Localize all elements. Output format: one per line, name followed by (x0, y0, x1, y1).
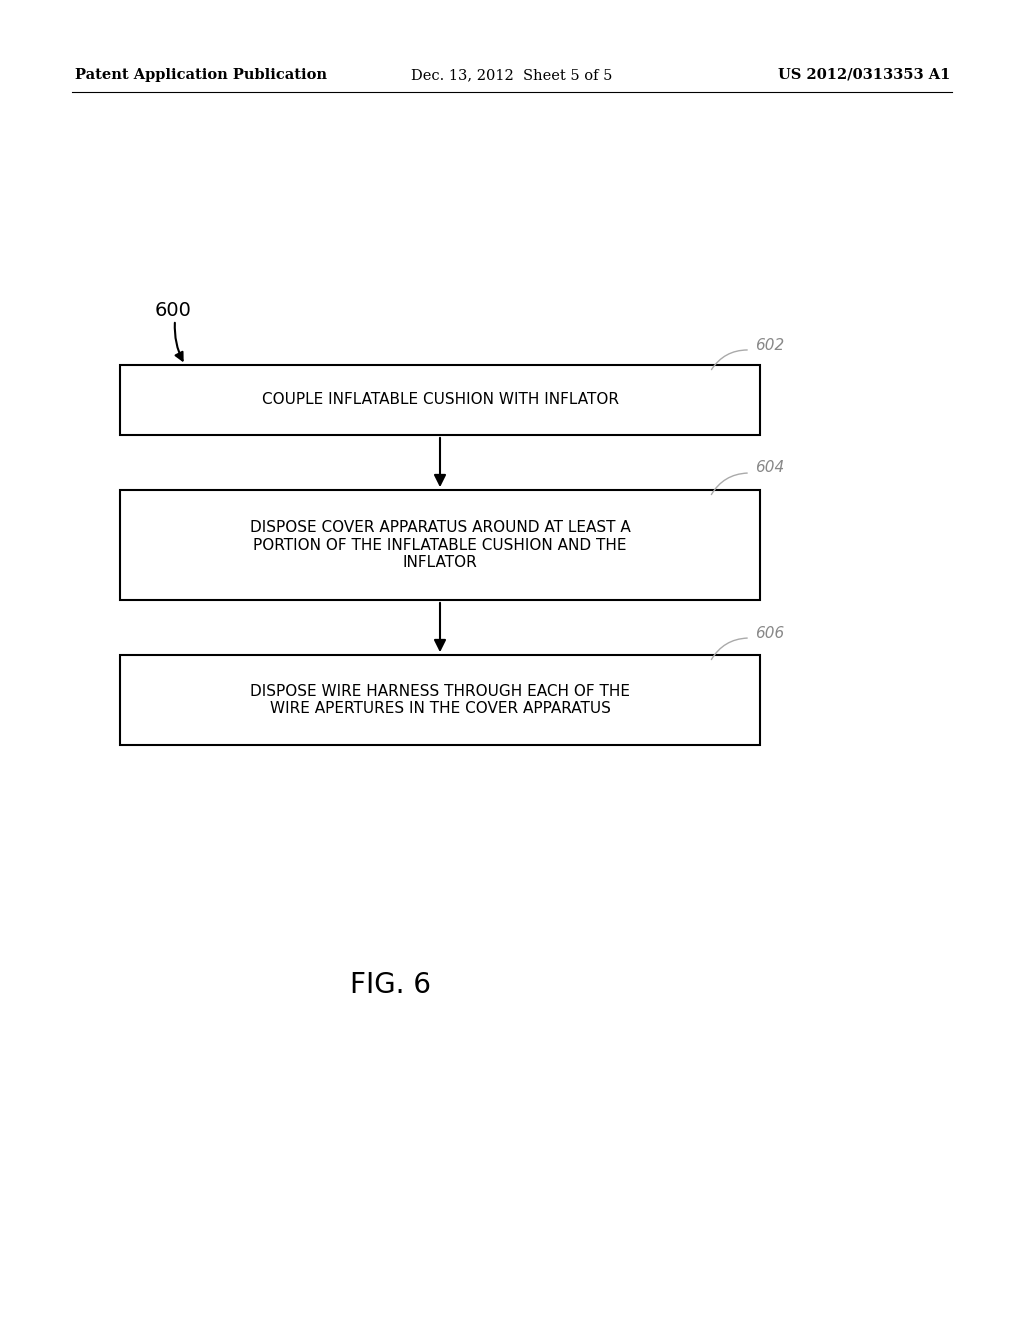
Text: Patent Application Publication: Patent Application Publication (75, 69, 327, 82)
Text: DISPOSE COVER APPARATUS AROUND AT LEAST A
PORTION OF THE INFLATABLE CUSHION AND : DISPOSE COVER APPARATUS AROUND AT LEAST … (250, 520, 631, 570)
Text: COUPLE INFLATABLE CUSHION WITH INFLATOR: COUPLE INFLATABLE CUSHION WITH INFLATOR (261, 392, 618, 408)
Bar (120, 366, 760, 436)
Text: US 2012/0313353 A1: US 2012/0313353 A1 (777, 69, 950, 82)
Text: 602: 602 (755, 338, 784, 352)
Text: FIG. 6: FIG. 6 (349, 972, 430, 999)
Bar (120, 490, 760, 601)
Text: 600: 600 (155, 301, 191, 319)
Text: 604: 604 (755, 461, 784, 475)
Bar (120, 655, 760, 744)
Text: DISPOSE WIRE HARNESS THROUGH EACH OF THE
WIRE APERTURES IN THE COVER APPARATUS: DISPOSE WIRE HARNESS THROUGH EACH OF THE… (250, 684, 630, 717)
Text: 606: 606 (755, 626, 784, 640)
Text: Dec. 13, 2012  Sheet 5 of 5: Dec. 13, 2012 Sheet 5 of 5 (412, 69, 612, 82)
